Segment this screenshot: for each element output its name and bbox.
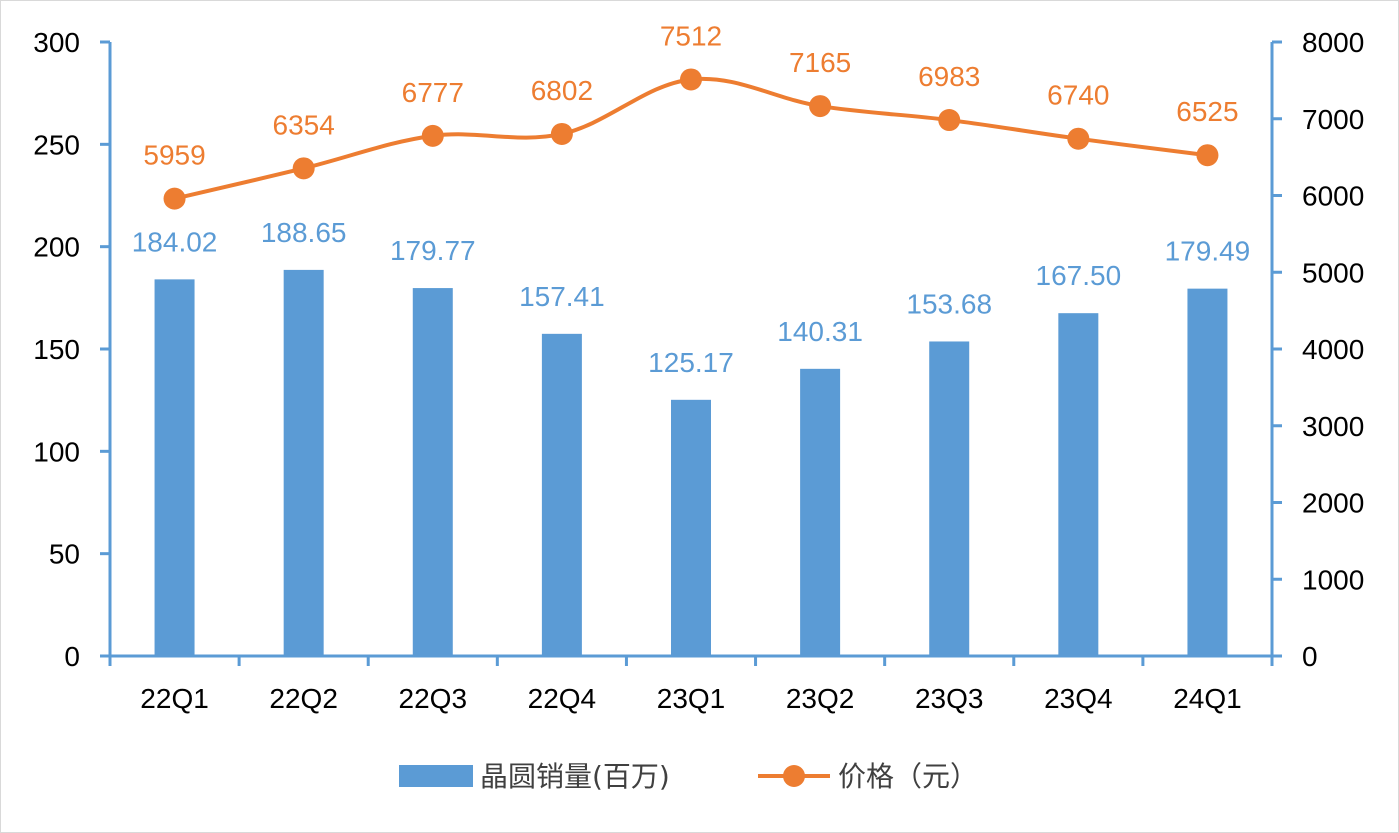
x-tick-label: 23Q1 — [657, 683, 726, 714]
left-tick-label: 150 — [33, 334, 80, 365]
left-tick-label: 300 — [33, 27, 80, 58]
x-tick-label: 22Q1 — [140, 683, 209, 714]
bar-data-label: 188.65 — [261, 217, 347, 248]
line-data-label: 6983 — [918, 61, 980, 92]
bar-23Q1 — [671, 399, 711, 656]
left-tick-label: 0 — [64, 641, 80, 672]
bar-22Q3 — [412, 288, 453, 656]
x-tick-label: 23Q4 — [1044, 683, 1113, 714]
bar-22Q2 — [283, 269, 324, 656]
bar-23Q2 — [800, 368, 841, 656]
price-point-23Q4 — [1067, 127, 1090, 150]
line-data-label: 6525 — [1176, 96, 1238, 127]
right-tick-label: 7000 — [1302, 104, 1364, 135]
price-point-23Q3 — [938, 109, 961, 132]
bar-data-label: 179.77 — [390, 235, 476, 266]
bar-data-label: 184.02 — [132, 226, 218, 257]
x-tick-label: 22Q2 — [269, 683, 338, 714]
line-data-label: 6777 — [402, 77, 464, 108]
line-data-label: 6740 — [1047, 80, 1109, 111]
x-tick-label: 24Q1 — [1173, 683, 1242, 714]
right-tick-label: 6000 — [1302, 181, 1364, 212]
legend-swatch-bar — [399, 765, 473, 787]
legend-label-bar: 晶圆销量(百万) — [480, 760, 670, 793]
legend-swatch-marker — [783, 765, 805, 787]
price-point-23Q1 — [680, 68, 702, 91]
x-tick-label: 23Q2 — [786, 683, 855, 714]
line-data-label: 6354 — [273, 109, 335, 140]
line-data-label: 7512 — [660, 20, 722, 51]
right-tick-label: 2000 — [1302, 488, 1364, 519]
right-tick-label: 3000 — [1302, 411, 1364, 442]
price-point-22Q4 — [550, 122, 573, 145]
left-tick-label: 50 — [49, 539, 80, 570]
left-tick-label: 100 — [33, 436, 80, 467]
bar-data-label: 167.50 — [1036, 260, 1122, 291]
bar-data-label: 179.49 — [1165, 236, 1251, 267]
line-data-label: 7165 — [789, 47, 851, 78]
line-data-label: 5959 — [143, 140, 205, 171]
bar-24Q1 — [1187, 288, 1228, 656]
bar-data-label: 153.68 — [906, 288, 992, 319]
price-point-22Q1 — [163, 187, 186, 210]
bar-22Q1 — [154, 279, 195, 656]
legend-label-line: 价格（元） — [838, 760, 978, 793]
bar-data-label: 125.17 — [648, 347, 734, 378]
bar-data-label: 140.31 — [777, 316, 863, 347]
price-point-24Q1 — [1196, 144, 1219, 167]
bar-23Q4 — [1058, 313, 1099, 656]
right-tick-label: 5000 — [1302, 257, 1364, 288]
right-tick-label: 4000 — [1302, 334, 1364, 365]
right-tick-label: 0 — [1302, 641, 1318, 672]
bar-data-label: 157.41 — [519, 281, 605, 312]
x-tick-label: 22Q3 — [399, 683, 468, 714]
right-tick-label: 8000 — [1302, 27, 1364, 58]
price-point-22Q2 — [292, 157, 315, 180]
right-tick-label: 1000 — [1302, 564, 1364, 595]
line-data-label: 6802 — [531, 75, 593, 106]
x-tick-label: 22Q4 — [528, 683, 597, 714]
price-point-23Q2 — [809, 95, 832, 118]
bar-23Q3 — [929, 341, 970, 656]
left-tick-label: 250 — [33, 129, 80, 160]
bar-22Q4 — [541, 333, 582, 656]
left-tick-label: 200 — [33, 232, 80, 263]
x-tick-label: 23Q3 — [915, 683, 984, 714]
price-point-22Q3 — [421, 124, 444, 147]
